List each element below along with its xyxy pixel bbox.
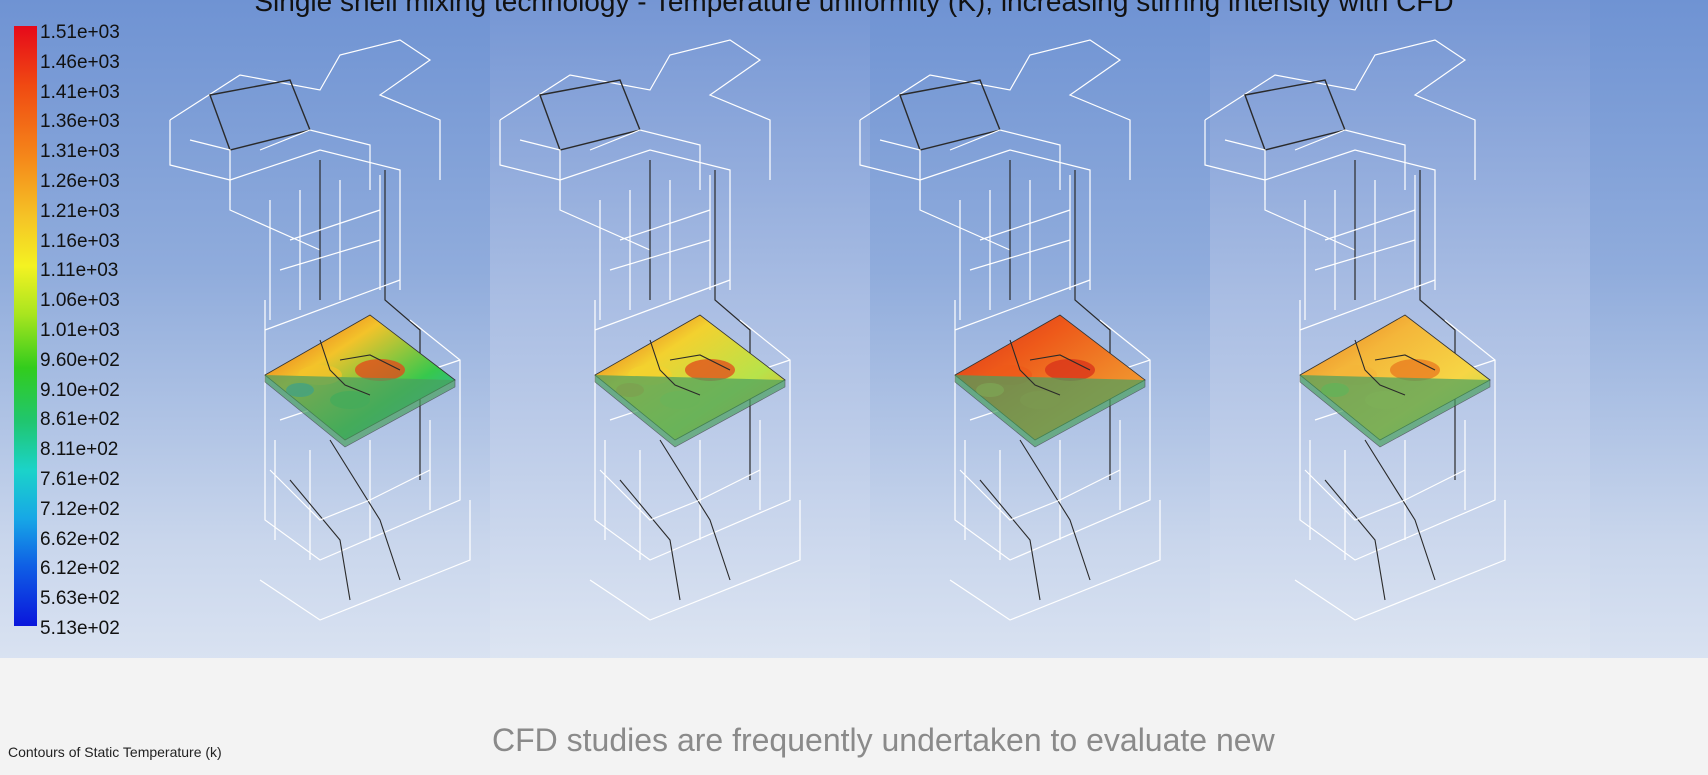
legend-tick: 1.51e+03 [40,18,120,48]
wireframe-line [860,120,1010,250]
wireframe-svg [860,0,1200,660]
legend-tick: 1.16e+03 [40,227,120,257]
wireframe-line [1245,80,1345,150]
legend-tick: 6.62e+02 [40,525,120,555]
legend-tick: 1.21e+03 [40,197,120,227]
wireframe-line [1295,500,1505,620]
temperature-contour-slab [595,315,785,447]
wireframe-line [540,80,640,150]
cfd-model-view-2 [500,0,840,660]
wireframe-line [500,40,770,180]
slide-caption: CFD studies are frequently undertaken to… [492,722,1275,759]
wireframe-line [170,40,440,180]
legend-tick: 9.60e+02 [40,346,120,376]
wireframe-line [1315,210,1415,270]
legend-tick: 8.61e+02 [40,405,120,435]
slab-edge [595,375,785,447]
wireframe-line [500,120,650,250]
legend-tick: 6.12e+02 [40,554,120,584]
wireframe-line [1265,150,1435,290]
wireframe-line [385,170,420,480]
wireframe-line [1075,170,1110,480]
legend-tick: 5.63e+02 [40,584,120,614]
temperature-contour-slab [1300,315,1490,447]
wireframe-line [860,40,1130,180]
legend-tick: 9.10e+02 [40,376,120,406]
wireframe-line [960,175,1070,320]
wireframe-line [270,470,430,520]
legend-tick: 1.46e+03 [40,48,120,78]
wireframe-line [715,170,750,480]
wireframe-line [190,140,230,200]
legend-tick: 7.61e+02 [40,465,120,495]
wireframe-line [560,150,730,290]
legend-tick: 5.13e+02 [40,614,120,644]
wireframe-line [960,470,1120,520]
wireframe-line [170,120,320,250]
legend-tick: 7.12e+02 [40,495,120,525]
legend-ticks: 1.51e+03 1.46e+03 1.41e+03 1.36e+03 1.31… [40,18,120,644]
wireframe-svg [500,0,840,660]
wireframe-line [1305,470,1465,520]
temperature-contour-slab [265,315,455,447]
wireframe-line [600,175,710,320]
contour-caption: Contours of Static Temperature (k) [8,744,222,760]
legend-tick: 1.31e+03 [40,137,120,167]
wireframe-line [1225,140,1265,200]
slab-edge [1300,375,1490,447]
wireframe-line [280,210,380,270]
legend-tick: 1.41e+03 [40,78,120,108]
cfd-model-view-3 [860,0,1200,660]
legend-tick: 1.26e+03 [40,167,120,197]
wireframe-line [270,175,380,320]
wireframe-line [900,80,1000,150]
cfd-model-view-1 [170,0,510,660]
wireframe-line [920,150,1090,290]
wireframe-line [210,80,310,150]
wireframe-line [600,470,760,520]
wireframe-svg [1205,0,1545,660]
wireframe-line [1205,120,1355,250]
wireframe-line [290,440,400,600]
wireframe-line [610,210,710,270]
wireframe-line [1325,440,1435,600]
wireframe-line [1420,170,1455,480]
wireframe-svg [170,0,510,660]
wireframe-line [520,140,560,200]
color-scale-bar [14,26,37,626]
wireframe-line [230,150,400,290]
wireframe-line [260,500,470,620]
legend-tick: 1.01e+03 [40,316,120,346]
slab-edge [265,375,455,447]
wireframe-line [880,140,920,200]
legend-tick: 8.11e+02 [40,435,120,465]
cfd-model-view-4 [1205,0,1545,660]
legend-tick: 1.36e+03 [40,107,120,137]
legend-tick: 1.11e+03 [40,256,120,286]
wireframe-line [1205,40,1475,180]
wireframe-line [1305,175,1415,320]
wireframe-line [980,440,1090,600]
legend-tick: 1.06e+03 [40,286,120,316]
wireframe-line [620,440,730,600]
wireframe-line [970,210,1070,270]
temperature-contour-slab [955,315,1145,447]
slab-edge [955,375,1145,447]
wireframe-line [590,500,800,620]
wireframe-line [950,500,1160,620]
